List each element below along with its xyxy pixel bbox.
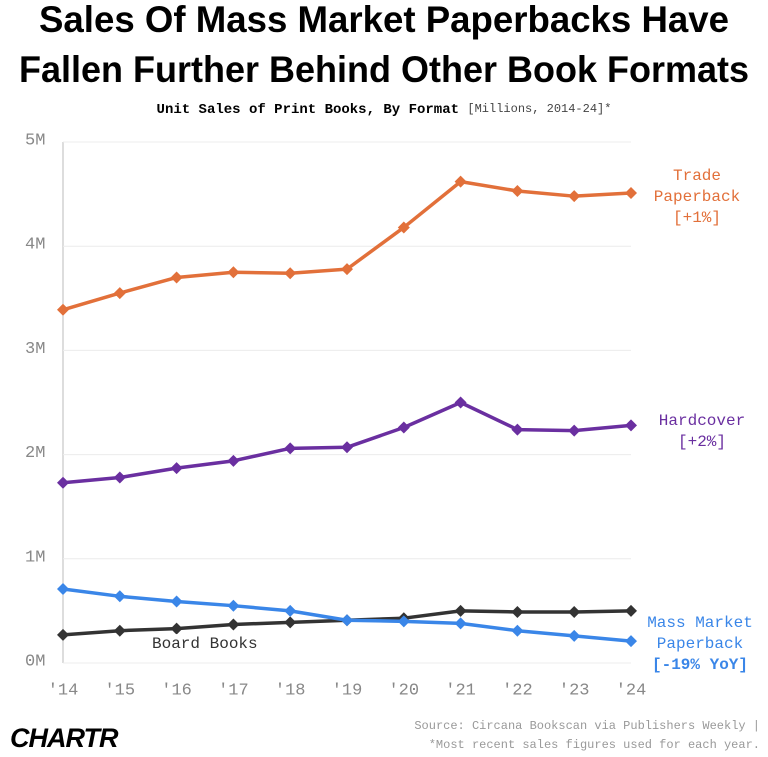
marker	[397, 221, 410, 234]
legend-name: Hardcover	[658, 412, 746, 430]
marker	[284, 616, 297, 629]
marker	[227, 599, 240, 612]
y-tick-label: 0M	[25, 652, 45, 671]
y-tick-label: 1M	[25, 548, 45, 567]
marker	[170, 462, 183, 475]
y-tick-label: 3M	[25, 340, 45, 359]
source: *Most recent sales figures used for each…	[429, 738, 760, 752]
source: Source: Circana Bookscan via Publishers …	[414, 719, 760, 733]
x-tick-label: '23	[559, 681, 590, 700]
marker	[284, 442, 297, 455]
change-label: [+1%]	[672, 209, 721, 227]
marker	[568, 629, 581, 642]
y-tick-label: 2M	[25, 444, 45, 463]
marker	[511, 624, 524, 637]
change-label: [-19% YoY]	[651, 656, 748, 674]
y-tick-label: 4M	[25, 236, 45, 255]
x-tick-label: '20	[388, 681, 419, 700]
marker	[511, 423, 524, 436]
marker	[568, 605, 581, 618]
marker	[57, 628, 69, 641]
marker	[341, 441, 353, 454]
change-label: [+2%]	[677, 433, 726, 451]
marker	[568, 424, 581, 437]
marker	[454, 175, 467, 188]
series-line	[62, 179, 632, 312]
marker	[397, 615, 410, 628]
series-label: Hardcover [+2%]	[647, 411, 757, 453]
marker	[454, 604, 467, 617]
marker	[568, 190, 581, 203]
x-tick-label: '19	[332, 681, 363, 700]
marker	[625, 187, 637, 200]
marker	[625, 635, 637, 648]
x-tick-label: '17	[218, 681, 249, 700]
marker	[284, 267, 297, 280]
marker	[227, 454, 240, 467]
subtitle-note: [Millions, 2014-24]*	[467, 102, 611, 116]
x-tick-label: '24	[616, 681, 647, 700]
marker	[625, 419, 637, 432]
legend-name: Mass Market Paperback	[647, 614, 753, 653]
marker	[113, 471, 126, 484]
marker	[170, 622, 183, 635]
marker	[113, 287, 126, 300]
marker	[511, 605, 524, 618]
x-tick-label: '15	[104, 681, 135, 700]
chart-title: Sales Of Mass Market Paperbacks Have	[39, 0, 729, 40]
marker	[625, 604, 637, 617]
marker	[397, 421, 410, 434]
subtitle: Unit Sales of Print Books, By Format [Mi…	[157, 102, 612, 118]
x-tick-label: '16	[161, 681, 192, 700]
x-tick-label: '22	[502, 681, 533, 700]
chart-title: Fallen Further Behind Other Book Formats	[19, 49, 749, 90]
marker	[113, 624, 126, 637]
marker	[454, 396, 467, 409]
marker	[341, 614, 353, 627]
legend-name: Trade Paperback	[653, 167, 741, 206]
y-tick-label: 5M	[25, 131, 45, 150]
x-tick-label: '14	[48, 681, 79, 700]
logo: CHARTR	[10, 723, 119, 753]
marker	[113, 590, 126, 603]
x-tick-label: '21	[445, 681, 476, 700]
series-label: Mass Market Paperback [-19% YoY]	[638, 613, 763, 676]
series-label: Trade Paperback [+1%]	[642, 166, 752, 229]
marker	[170, 595, 183, 608]
marker	[57, 476, 69, 489]
marker	[227, 618, 240, 631]
legend-name: Board Books	[152, 635, 258, 653]
series-label: Board Books	[152, 634, 258, 655]
marker	[57, 303, 69, 316]
x-tick-label: '18	[275, 681, 306, 700]
marker	[341, 263, 353, 276]
marker	[227, 266, 240, 279]
subtitle-main: Unit Sales of Print Books, By Format	[157, 102, 459, 118]
marker	[511, 184, 524, 197]
marker	[284, 604, 297, 617]
marker	[170, 271, 183, 284]
marker	[57, 583, 69, 596]
marker	[454, 617, 467, 630]
